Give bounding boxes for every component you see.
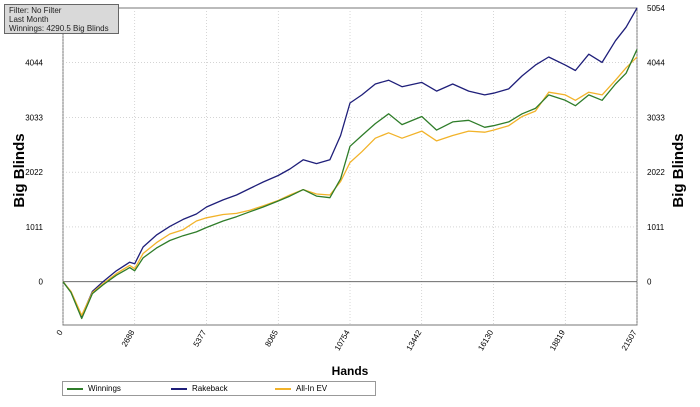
allin-ev-swatch — [275, 388, 291, 390]
y-tick-label-right-3: 3033 — [647, 113, 665, 122]
legend-label-winnings: Winnings — [88, 384, 121, 393]
winnings-swatch — [67, 388, 83, 390]
winnings-line — [62, 49, 638, 320]
y-tick-label-right-4: 4044 — [647, 59, 665, 68]
x-tick-label-8: 21507 — [620, 328, 639, 352]
legend-label-allin-ev: All-In EV — [296, 384, 328, 393]
x-tick-label-4: 10754 — [333, 328, 352, 352]
x-tick-label-3: 8065 — [263, 328, 280, 348]
x-tick-label-6: 16130 — [476, 328, 495, 352]
y-tick-label-right-5: 5054 — [647, 4, 665, 13]
x-tick-label-5: 13442 — [405, 328, 424, 352]
x-tick-label-0: 0 — [55, 328, 65, 337]
y-tick-label-left-2: 2022 — [25, 168, 43, 177]
x-tick-label-2: 5377 — [192, 328, 209, 348]
rakeback-swatch — [171, 388, 187, 390]
chart-legend: Winnings Rakeback All-In EV — [62, 381, 376, 396]
x-tick-label-1: 2688 — [120, 328, 137, 348]
x-axis-title: Hands — [332, 364, 369, 378]
y-axis-title-right: Big Blinds — [670, 133, 687, 207]
legend-label-rakeback: Rakeback — [192, 384, 228, 393]
period-label: Last Month — [9, 15, 49, 24]
y-tick-label-left-4: 4044 — [25, 59, 43, 68]
y-tick-label-left-0: 0 — [39, 278, 44, 287]
filter-label: Filter: No Filter — [9, 6, 62, 15]
y-tick-label-right-1: 1011 — [647, 223, 665, 232]
filter-info-box: Filter: No Filter Last Month Winnings: 4… — [4, 4, 119, 34]
rakeback-line — [62, 7, 638, 317]
y-tick-label-left-1: 1011 — [26, 223, 44, 232]
x-tick-label-7: 18819 — [548, 328, 567, 352]
plot-area — [62, 7, 638, 326]
y-tick-label-right-2: 2022 — [647, 168, 665, 177]
y-axis-title-left: Big Blinds — [11, 133, 28, 207]
y-tick-label-left-3: 3033 — [25, 113, 43, 122]
y-tick-label-right-0: 0 — [647, 278, 652, 287]
winnings-summary: Winnings: 4290.5 Big Blinds — [9, 24, 109, 33]
